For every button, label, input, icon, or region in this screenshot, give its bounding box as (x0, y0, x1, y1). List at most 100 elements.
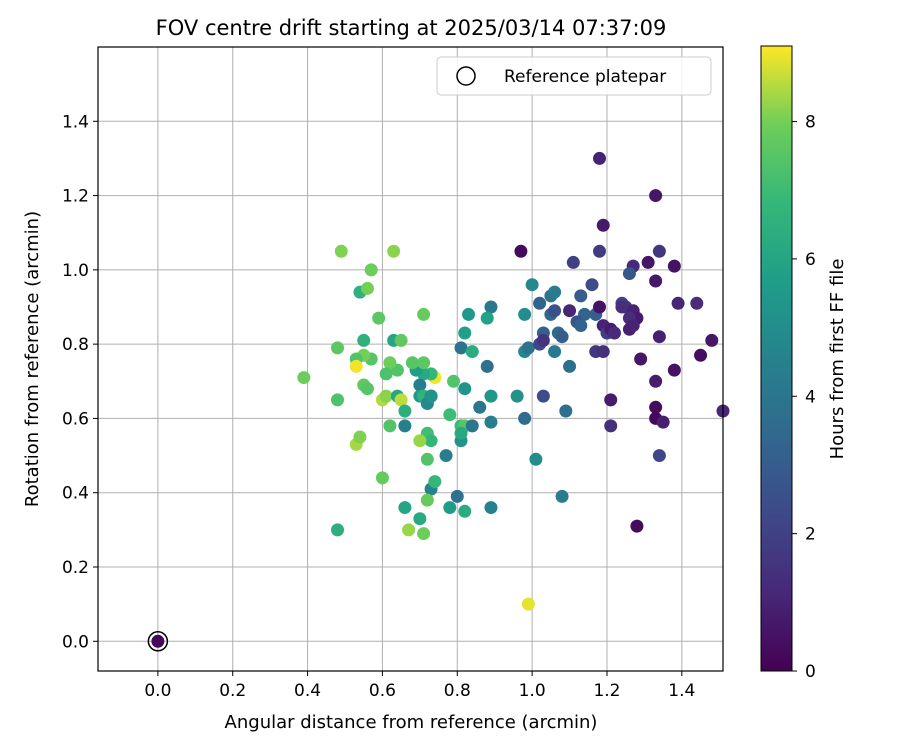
scatter-point (398, 419, 412, 433)
scatter-point (667, 259, 681, 273)
scatter-point (592, 151, 606, 165)
scatter-point (514, 244, 528, 258)
scatter-point (428, 475, 442, 489)
x-tick-label: 0.0 (144, 681, 171, 701)
colorbar-tick-label: 0 (805, 662, 816, 682)
scatter-point (375, 471, 389, 485)
scatter-point (383, 356, 397, 370)
scatter-point (364, 263, 378, 277)
scatter-point (630, 519, 644, 533)
scatter-point (394, 333, 408, 347)
scatter-point (574, 289, 588, 303)
scatter-point (529, 452, 543, 466)
x-tick-label: 1.4 (668, 681, 695, 701)
x-axis-label: Angular distance from reference (arcmin) (225, 712, 598, 733)
y-tick-label: 1.0 (62, 261, 89, 281)
reference-marker (147, 631, 169, 652)
scatter-point (473, 400, 487, 414)
scatter-point (484, 300, 498, 314)
legend: Reference platepar (436, 56, 712, 96)
scatter-point (536, 333, 550, 347)
scatter-point (480, 359, 494, 373)
scatter-point (563, 359, 577, 373)
scatter-point (443, 408, 457, 422)
scatter-point (690, 296, 704, 310)
scatter-point (480, 311, 494, 325)
scatter-point (705, 333, 719, 347)
scatter-point (585, 278, 599, 292)
legend-box (436, 56, 712, 96)
scatter-point (424, 389, 438, 403)
scatter-point (555, 489, 569, 503)
scatter-point (649, 374, 663, 388)
scatter-point (417, 307, 431, 321)
scatter-point (349, 359, 363, 373)
scatter-point (510, 389, 524, 403)
scatter-point (652, 449, 666, 463)
scatter-point (462, 307, 476, 321)
colorbar-tick-label: 4 (805, 387, 816, 407)
x-tick-label: 0.6 (369, 681, 396, 701)
scatter-point (536, 389, 550, 403)
scatter-point (360, 281, 374, 295)
scatter-point (413, 378, 427, 392)
scatter-point (405, 356, 419, 370)
scatter-point (454, 426, 468, 440)
scatter-point (484, 389, 498, 403)
scatter-point (592, 244, 606, 258)
scatter-point (604, 393, 618, 407)
scatter-point (671, 296, 685, 310)
scatter-point (626, 319, 640, 333)
scatter-point (694, 348, 708, 362)
scatter-points (151, 151, 730, 648)
scatter-point (417, 527, 431, 541)
colorbar: 0 2 4 6 8 Hours from first FF file (760, 45, 848, 682)
scatter-point (357, 333, 371, 347)
colorbar-gradient (760, 45, 793, 672)
scatter-point (604, 419, 618, 433)
scatter-point (383, 419, 397, 433)
scatter-point (649, 400, 663, 414)
y-axis-ticks: 0.0 0.2 0.4 0.6 0.8 1.0 1.2 1.4 (62, 112, 98, 652)
scatter-point (622, 267, 636, 281)
scatter-point (521, 341, 535, 355)
scatter-point (484, 501, 498, 515)
scatter-point (518, 411, 532, 425)
scatter-point (656, 415, 670, 429)
scatter-point (420, 493, 434, 507)
legend-label: Reference platepar (504, 67, 666, 87)
scatter-point (297, 371, 311, 385)
plot-frame (97, 46, 724, 672)
scatter-point (615, 300, 629, 314)
x-tick-label: 0.8 (444, 681, 471, 701)
colorbar-ticks: 0 2 4 6 8 (792, 113, 816, 682)
scatter-point (360, 382, 374, 396)
scatter-point (447, 374, 461, 388)
scatter-point (596, 345, 610, 359)
x-tick-label: 0.2 (219, 681, 246, 701)
y-axis-label: Rotation from reference (arcmin) (22, 211, 43, 507)
colorbar-label: Hours from first FF file (827, 259, 848, 460)
scatter-point (525, 278, 539, 292)
scatter-point (465, 419, 479, 433)
scatter-point (420, 452, 434, 466)
scatter-point (458, 326, 472, 340)
scatter-point (555, 330, 569, 344)
scatter-point (413, 434, 427, 448)
scatter-point (417, 356, 431, 370)
chart-title: FOV centre drift starting at 2025/03/14 … (156, 16, 667, 40)
scatter-point (394, 393, 408, 407)
grid-lines (98, 47, 723, 671)
scatter-point (424, 434, 438, 448)
scatter-point (443, 501, 457, 515)
scatter-point (649, 189, 663, 203)
scatter-point (387, 244, 401, 258)
scatter-point (652, 244, 666, 258)
scatter-point (548, 285, 562, 299)
scatter-point (559, 404, 573, 418)
scatter-point (607, 326, 621, 340)
scatter-point (398, 404, 412, 418)
scatter-point (641, 255, 655, 269)
x-tick-label: 0.4 (294, 681, 321, 701)
colorbar-tick-label: 6 (805, 250, 816, 270)
